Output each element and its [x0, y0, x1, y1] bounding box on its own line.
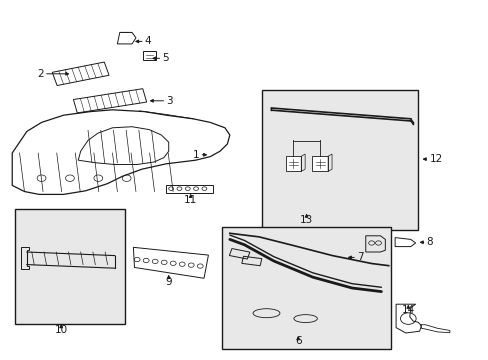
Text: 3: 3 [166, 96, 173, 106]
Text: 6: 6 [294, 336, 301, 346]
Text: 4: 4 [144, 36, 151, 46]
Bar [285, 156, 301, 171]
Bar [15, 209, 124, 324]
Text: 5: 5 [162, 53, 169, 63]
Text: 13: 13 [299, 215, 313, 225]
Text: 14: 14 [401, 305, 414, 315]
Text: 9: 9 [165, 276, 172, 287]
Bar [166, 185, 212, 193]
Bar [261, 90, 417, 230]
Text: 2: 2 [37, 69, 44, 79]
Text: 10: 10 [55, 325, 67, 335]
Text: 1: 1 [192, 150, 199, 160]
Bar [312, 156, 327, 171]
Text: 8: 8 [426, 237, 432, 247]
Text: 12: 12 [428, 154, 442, 164]
Text: 7: 7 [356, 252, 363, 262]
Bar [222, 227, 390, 349]
Text: 11: 11 [183, 195, 197, 205]
